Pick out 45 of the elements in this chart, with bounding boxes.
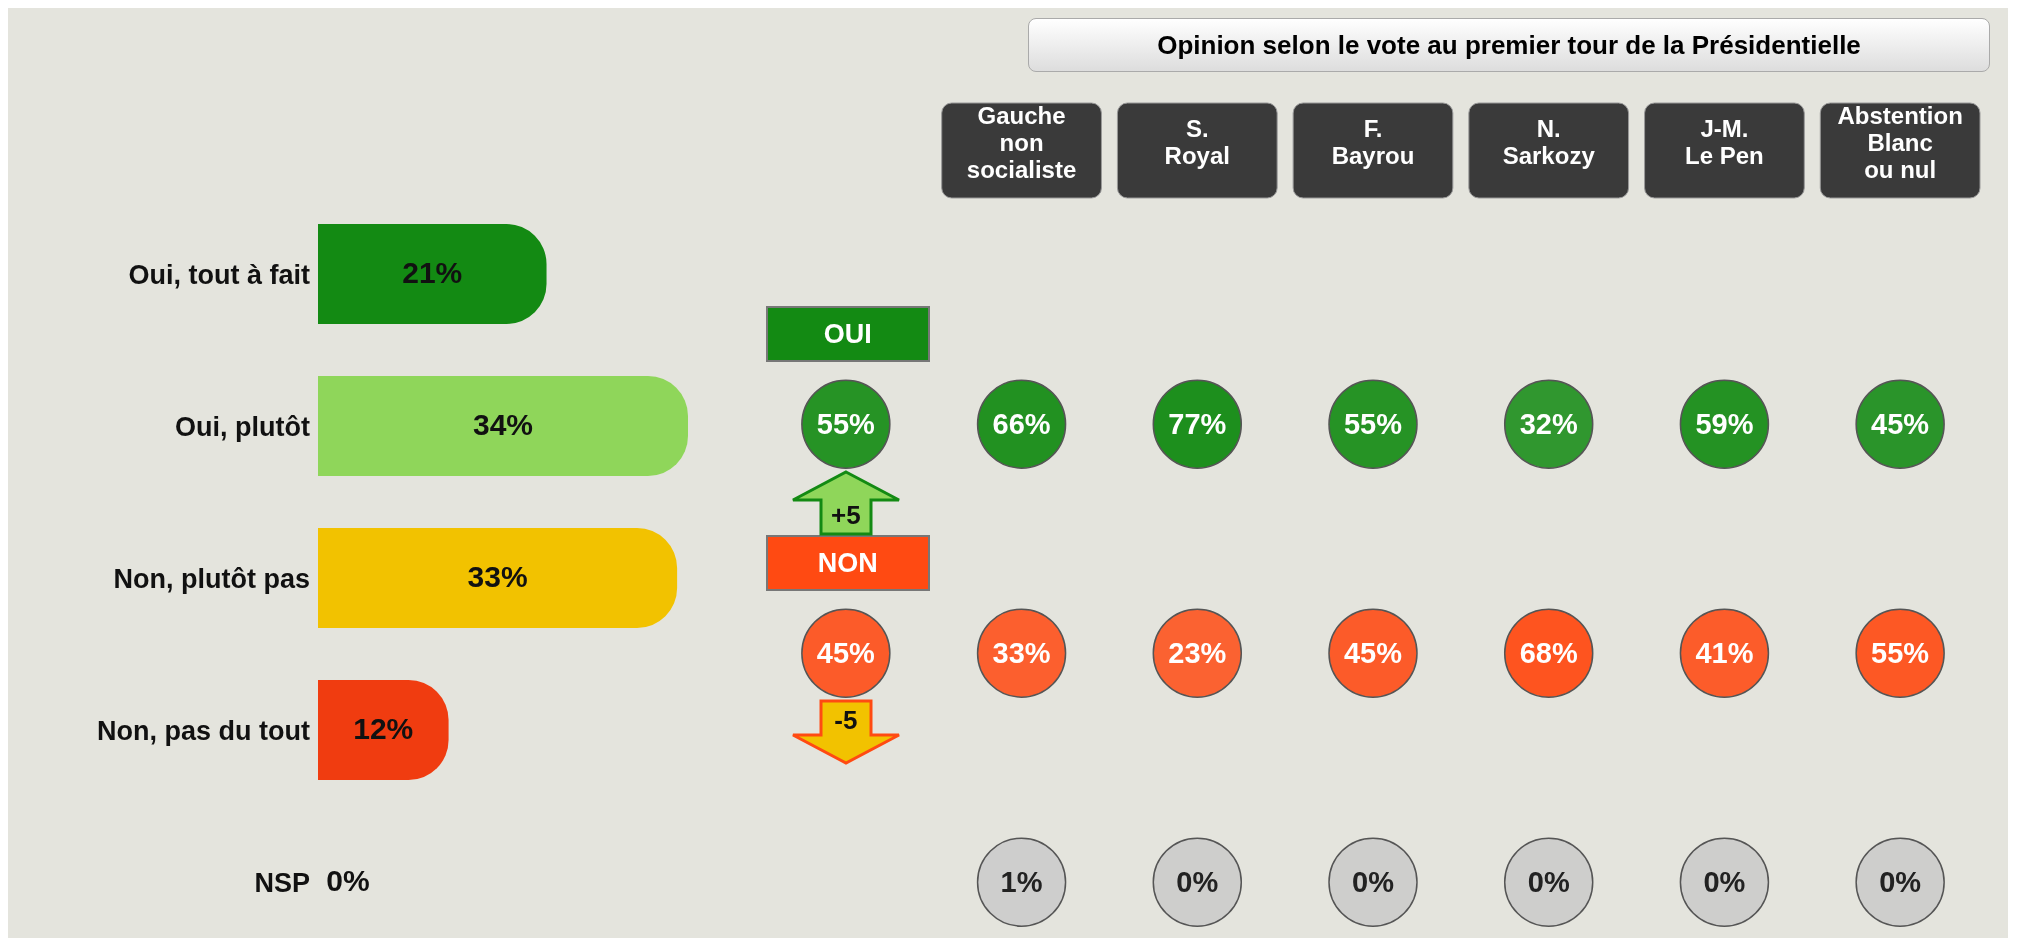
- data-label: 45%: [1343, 637, 1403, 670]
- data-label: 0%: [1176, 866, 1219, 899]
- data-label: 55%: [816, 408, 876, 441]
- x-tick-label: Gauche non socialiste: [966, 102, 1077, 183]
- data-label: 68%: [1519, 637, 1578, 670]
- data-label: 41%: [1695, 637, 1754, 670]
- data-label: 66%: [992, 408, 1051, 441]
- data-label: 77%: [1168, 408, 1227, 441]
- data-label: 0%: [1703, 866, 1746, 899]
- data-label: 55%: [1871, 637, 1930, 670]
- x-tick-label: N. Sarkozy: [1502, 115, 1596, 169]
- data-label: 0%: [1527, 866, 1570, 899]
- data-label: 59%: [1695, 408, 1754, 441]
- annotation: +5: [830, 500, 862, 532]
- data-label: 33%: [466, 560, 529, 594]
- y-tick-label: Non, pas du tout: [97, 715, 311, 746]
- bar: [318, 224, 547, 324]
- bar: [318, 680, 449, 780]
- bar: [318, 376, 688, 476]
- y-tick-label: Oui, tout à fait: [128, 259, 310, 290]
- data-label: 45%: [1871, 408, 1930, 441]
- chart-title: Opinion selon le vote au premier tour de la Présidentielle: [1028, 18, 1990, 72]
- bar: [318, 528, 678, 628]
- data-label: 0%: [1879, 866, 1922, 899]
- y-tick-label: NSP: [254, 867, 310, 898]
- data-label: 23%: [1168, 637, 1227, 670]
- data-label: 1%: [1000, 866, 1043, 899]
- data-label: 21%: [401, 256, 464, 290]
- annotation: -5: [833, 705, 859, 737]
- data-label: 33%: [992, 637, 1051, 670]
- y-tick-label: Oui, plutôt: [175, 411, 310, 442]
- data-label: 55%: [1343, 408, 1403, 441]
- data-label: 0%: [326, 864, 370, 897]
- y-tick-label: NON: [765, 535, 930, 592]
- y-tick-label: Non, plutôt pas: [113, 563, 310, 594]
- y-tick-label: OUI: [765, 306, 930, 363]
- x-tick-label: Abstention Blanc ou nul: [1837, 102, 1963, 183]
- data-label: 34%: [471, 408, 534, 442]
- data-label: 12%: [352, 712, 415, 746]
- x-tick-label: J-M. Le Pen: [1685, 115, 1764, 169]
- data-label: 32%: [1519, 408, 1578, 441]
- x-tick-label: F. Bayrou: [1331, 115, 1415, 169]
- data-label: 45%: [816, 637, 876, 670]
- x-tick-label: S. Royal: [1164, 115, 1230, 169]
- data-label: 0%: [1352, 866, 1395, 899]
